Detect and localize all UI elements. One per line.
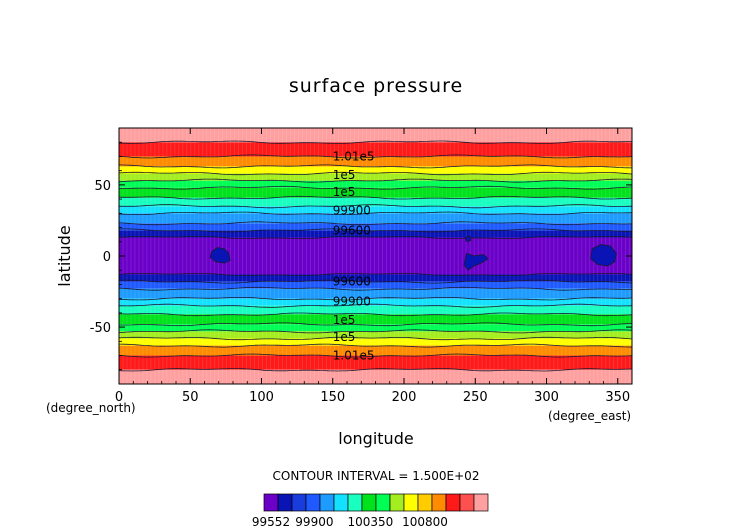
pressure-band	[119, 142, 632, 156]
y-tick-label: 50	[94, 179, 111, 194]
pressure-band	[119, 238, 632, 256]
colorbar-swatch	[292, 494, 306, 511]
pressure-band	[119, 282, 632, 289]
contour-label: 99900	[333, 295, 371, 309]
chart-title: surface pressure	[289, 75, 463, 97]
colorbar-label: 100350	[347, 515, 393, 529]
colorbar-swatch	[418, 494, 432, 511]
pressure-band	[119, 206, 632, 213]
colorbar-swatch	[334, 494, 348, 511]
low-pressure-region	[465, 236, 471, 242]
x-tick-label: 200	[392, 390, 417, 405]
colorbar-label: 99900	[295, 515, 333, 529]
colorbar-swatch	[460, 494, 474, 511]
x-tick-label: 300	[534, 390, 559, 405]
pressure-band	[119, 338, 632, 345]
contour-label: 99900	[333, 203, 371, 217]
x-axis-label: longitude	[338, 429, 413, 448]
y-tick-label: -50	[90, 321, 111, 336]
colorbar-swatch	[390, 494, 404, 511]
pressure-band	[119, 356, 632, 370]
contour-label: 1e5	[333, 185, 356, 199]
pressure-band	[119, 181, 632, 188]
contour-label: 1e5	[333, 313, 356, 327]
colorbar-swatch	[348, 494, 362, 511]
colorbar-swatch	[278, 494, 292, 511]
colorbar-swatch	[474, 494, 488, 511]
colorbar-swatch	[306, 494, 320, 511]
y-unit-label: (degree_north)	[46, 401, 136, 415]
colorbar-swatch	[404, 494, 418, 511]
pressure-band	[119, 256, 632, 274]
colorbar-swatch	[264, 494, 278, 511]
pressure-band	[119, 306, 632, 315]
contour-interval-text: CONTOUR INTERVAL = 1.500E+02	[273, 469, 480, 483]
contour-label: 99600	[333, 223, 371, 237]
y-axis-label: latitude	[55, 225, 74, 286]
pressure-band	[119, 128, 632, 142]
colorbar-swatch	[376, 494, 390, 511]
x-tick-label: 250	[463, 390, 488, 405]
chart-canvas: surface pressure 1.01e5 1e5 1e5 99900 99600 9…	[0, 0, 752, 532]
contour-label: 1.01e5	[333, 349, 375, 363]
colorbar-label: 99552	[252, 515, 290, 529]
colorbar-swatch	[432, 494, 446, 511]
colorbar-label: 100800	[402, 515, 448, 529]
colorbar-swatch	[446, 494, 460, 511]
x-tick-label: 100	[249, 390, 274, 405]
contour-label: 1e5	[333, 330, 356, 344]
x-tick-label: 150	[320, 390, 345, 405]
x-unit-label: (degree_east)	[548, 409, 631, 423]
colorbar-labels: 99552 99900 100350 100800	[252, 515, 448, 529]
contour-label: 99600	[333, 275, 371, 289]
pressure-band	[119, 346, 632, 356]
x-tick-label: 50	[182, 390, 199, 405]
x-tick-label: 350	[605, 390, 630, 405]
y-tick-label: 0	[103, 250, 111, 265]
colorbar-swatch	[362, 494, 376, 511]
contour-label: 1.01e5	[333, 149, 375, 163]
colorbar-swatch	[320, 494, 334, 511]
contour-label: 1e5	[333, 168, 356, 182]
colorbar	[264, 494, 488, 511]
